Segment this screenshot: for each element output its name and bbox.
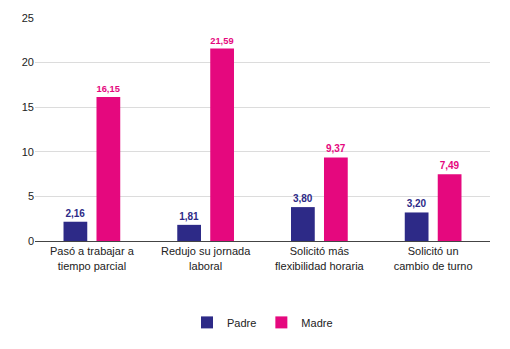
svg-text:20: 20 (22, 56, 34, 68)
svg-text:Redujo su jornadalaboral: Redujo su jornadalaboral (161, 245, 251, 271)
svg-text:Pasó a trabajar atiempo parcia: Pasó a trabajar atiempo parcial (50, 245, 135, 271)
svg-text:5: 5 (28, 190, 34, 202)
svg-text:2,16: 2,16 (65, 208, 85, 219)
svg-text:Solicitó uncambio de turno: Solicitó uncambio de turno (394, 245, 473, 271)
svg-text:Solicitó másflexibilidad horar: Solicitó másflexibilidad horaria (275, 245, 365, 271)
svg-text:21,59: 21,59 (210, 36, 233, 46)
svg-text:10: 10 (22, 146, 34, 158)
svg-text:15: 15 (22, 101, 34, 113)
svg-text:9,37: 9,37 (326, 143, 346, 154)
svg-text:3,20: 3,20 (407, 198, 427, 209)
svg-text:0: 0 (28, 235, 34, 247)
svg-text:Padre: Padre (227, 317, 256, 329)
svg-text:16,15: 16,15 (97, 84, 120, 94)
svg-text:Madre: Madre (301, 317, 332, 329)
svg-text:1,81: 1,81 (179, 211, 199, 222)
svg-text:7,49: 7,49 (440, 160, 460, 171)
svg-text:25: 25 (22, 12, 34, 24)
svg-text:3,80: 3,80 (293, 193, 313, 204)
